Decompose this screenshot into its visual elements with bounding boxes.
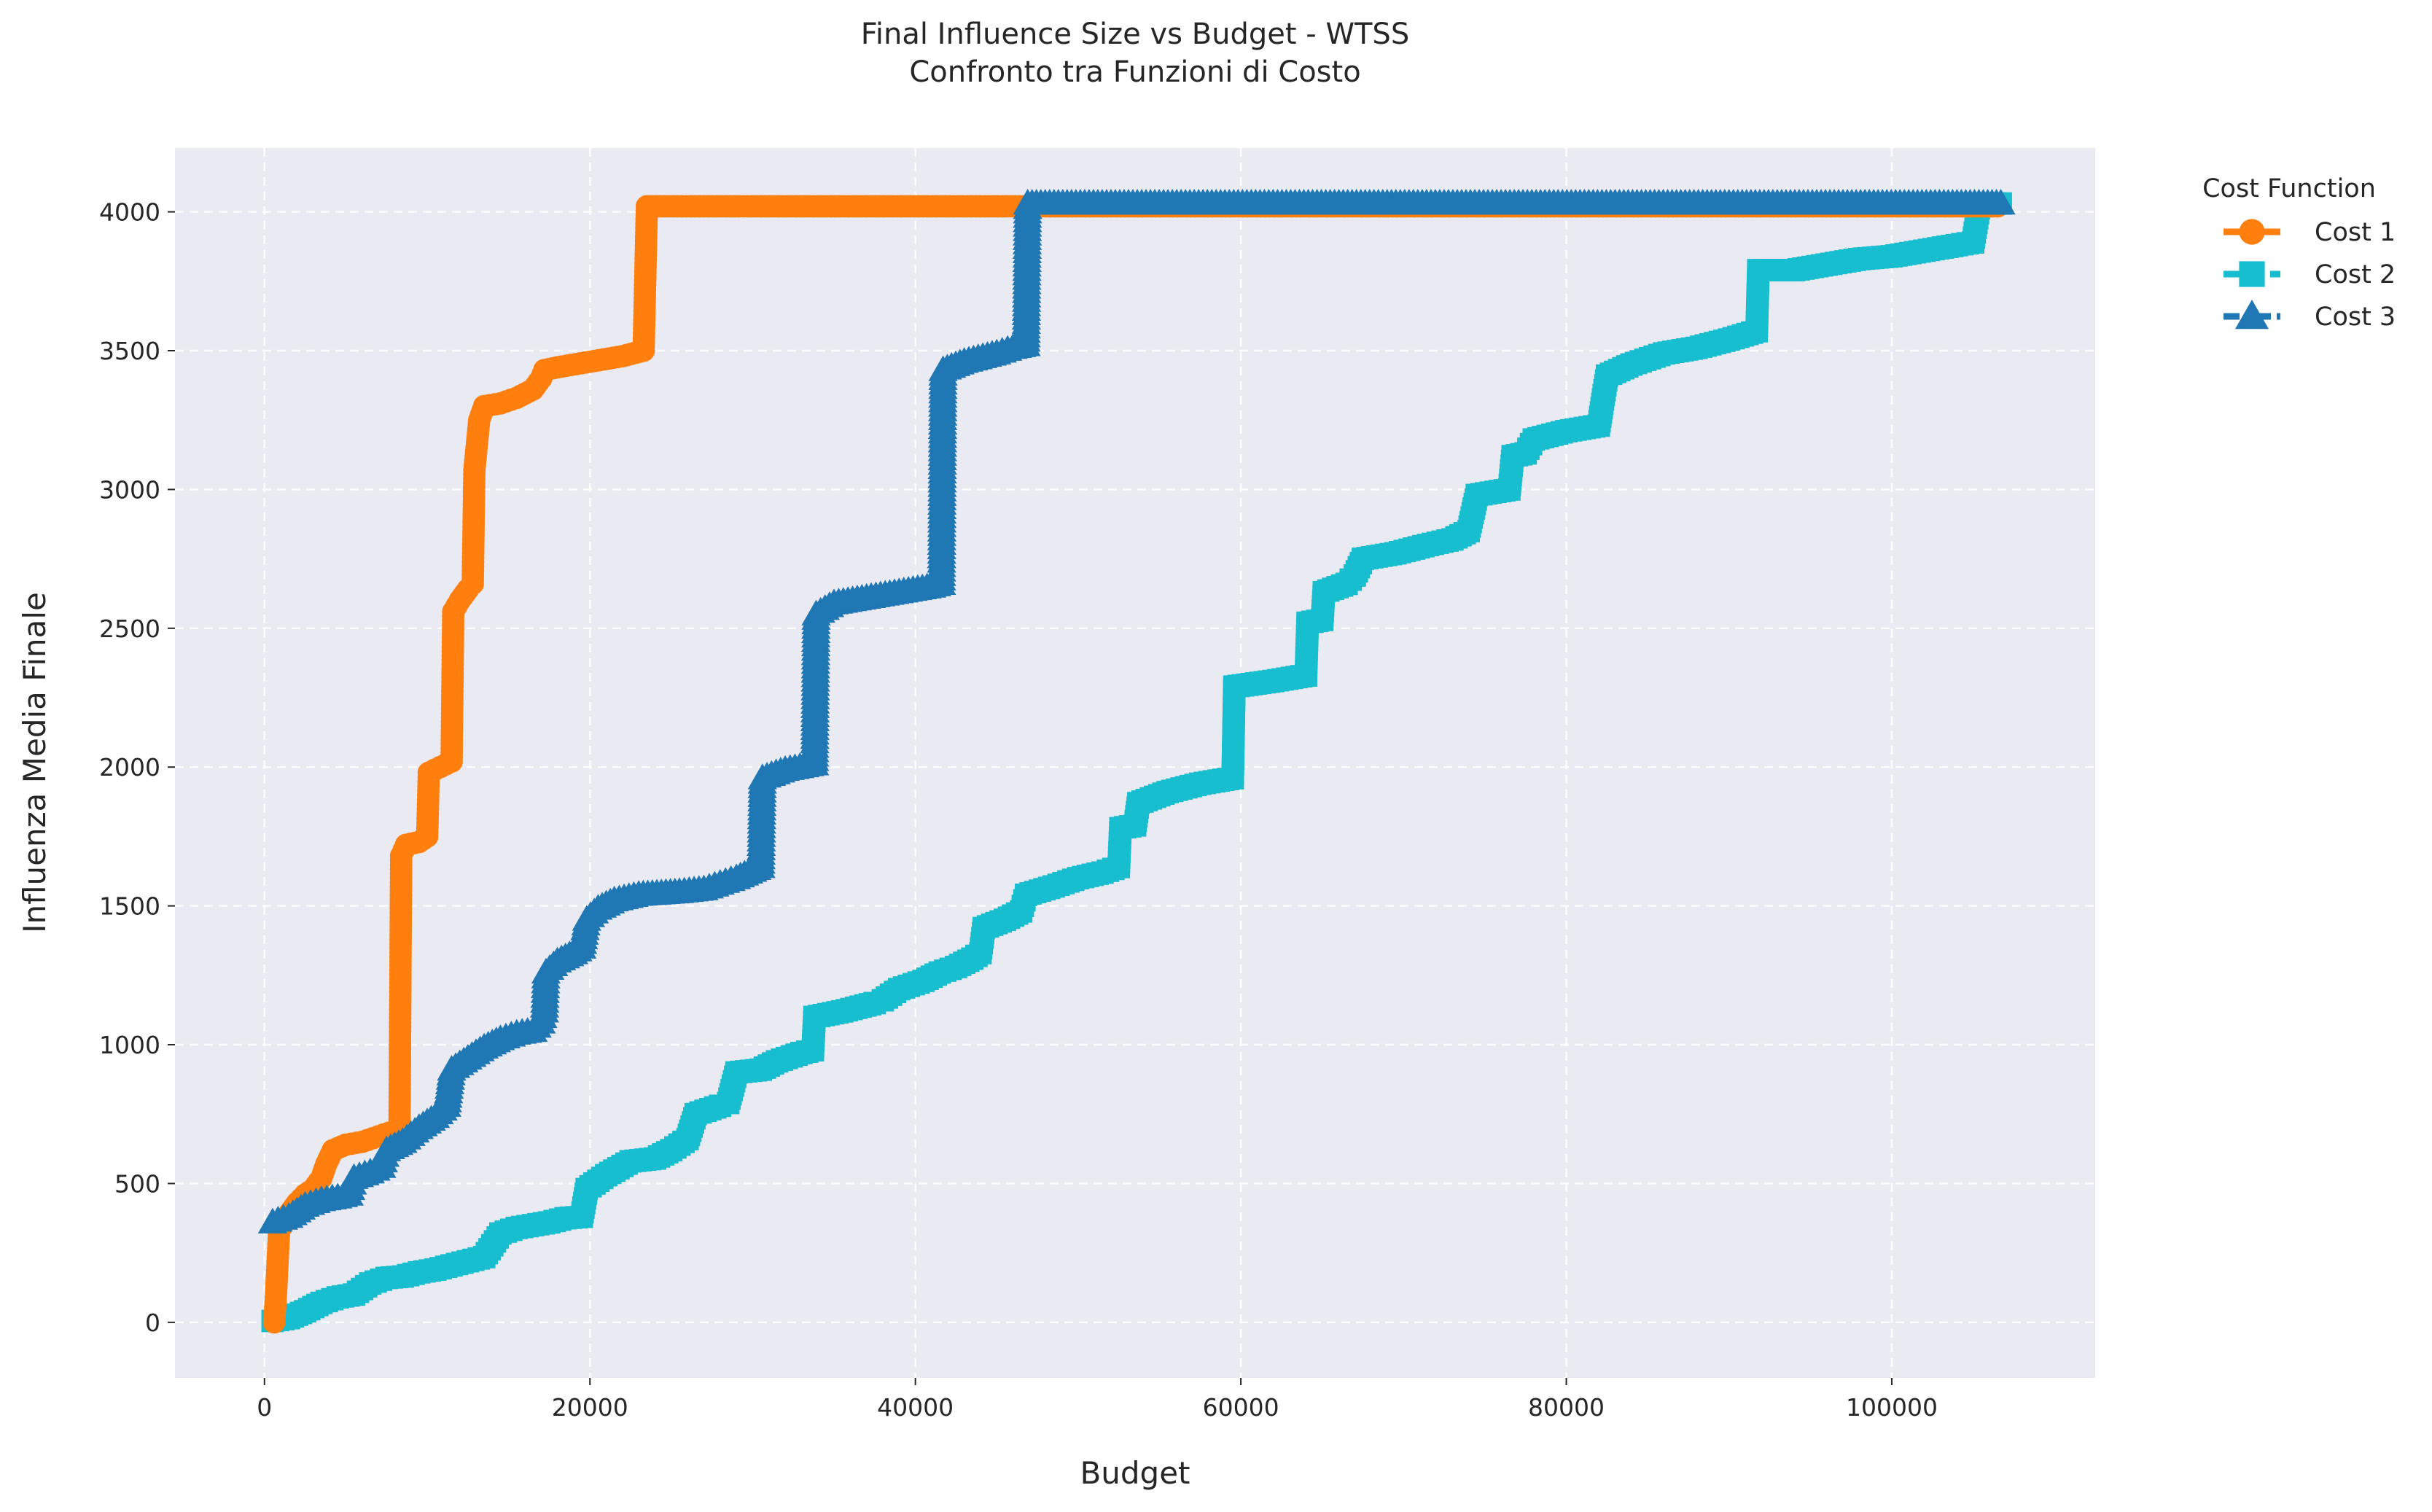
data-point-cost-3 <box>1986 189 2016 215</box>
legend-item-cost-1: Cost 1 <box>2224 218 2396 247</box>
series-layer <box>257 189 2016 1334</box>
series-cost-3 <box>257 189 2016 1234</box>
legend-item-cost-3: Cost 3 <box>2224 299 2396 332</box>
x-tick-label: 0 <box>257 1393 272 1422</box>
series-cost-2 <box>261 192 2012 1333</box>
chart-subtitle: Confronto tra Funzioni di Costo <box>909 55 1360 89</box>
legend-title: Cost Function <box>2202 174 2376 203</box>
y-tick-label: 1000 <box>99 1031 160 1059</box>
legend-label: Cost 3 <box>2315 303 2396 332</box>
legend-label: Cost 2 <box>2315 260 2396 289</box>
plot-area <box>175 148 2095 1378</box>
y-tick-label: 3000 <box>99 475 160 504</box>
legend: Cost Function Cost 1 Cost 2 Cost 3 <box>2202 174 2396 332</box>
x-tick-label: 20000 <box>552 1393 628 1422</box>
y-tick-label: 2000 <box>99 753 160 782</box>
legend-marker <box>2239 261 2265 287</box>
y-tick-label: 0 <box>145 1309 160 1337</box>
y-tick-label: 3500 <box>99 337 160 365</box>
y-axis-label: Influenza Media Finale <box>17 592 52 933</box>
legend-marker <box>2239 219 2265 245</box>
y-tick-label: 4000 <box>99 198 160 227</box>
y-tick-label: 1500 <box>99 892 160 921</box>
x-tick-label: 100000 <box>1846 1393 1938 1422</box>
x-tick-label: 40000 <box>877 1393 954 1422</box>
x-tick-label: 80000 <box>1528 1393 1605 1422</box>
legend-label: Cost 1 <box>2315 218 2396 247</box>
y-tick-label: 2500 <box>99 615 160 643</box>
legend-marker <box>2234 299 2269 330</box>
x-axis-label: Budget <box>1080 1455 1190 1491</box>
chart-title: Final Influence Size vs Budget - WTSS <box>861 17 1409 51</box>
legend-item-cost-2: Cost 2 <box>2224 260 2396 289</box>
y-tick-label: 500 <box>114 1169 160 1198</box>
x-tick-label: 60000 <box>1203 1393 1279 1422</box>
axis-ticks: 0 20000 40000 60000 80000 100000 0 500 1000 1500 2… <box>99 198 1938 1422</box>
legend-items: Cost 1 Cost 2 Cost 3 <box>2224 218 2396 332</box>
